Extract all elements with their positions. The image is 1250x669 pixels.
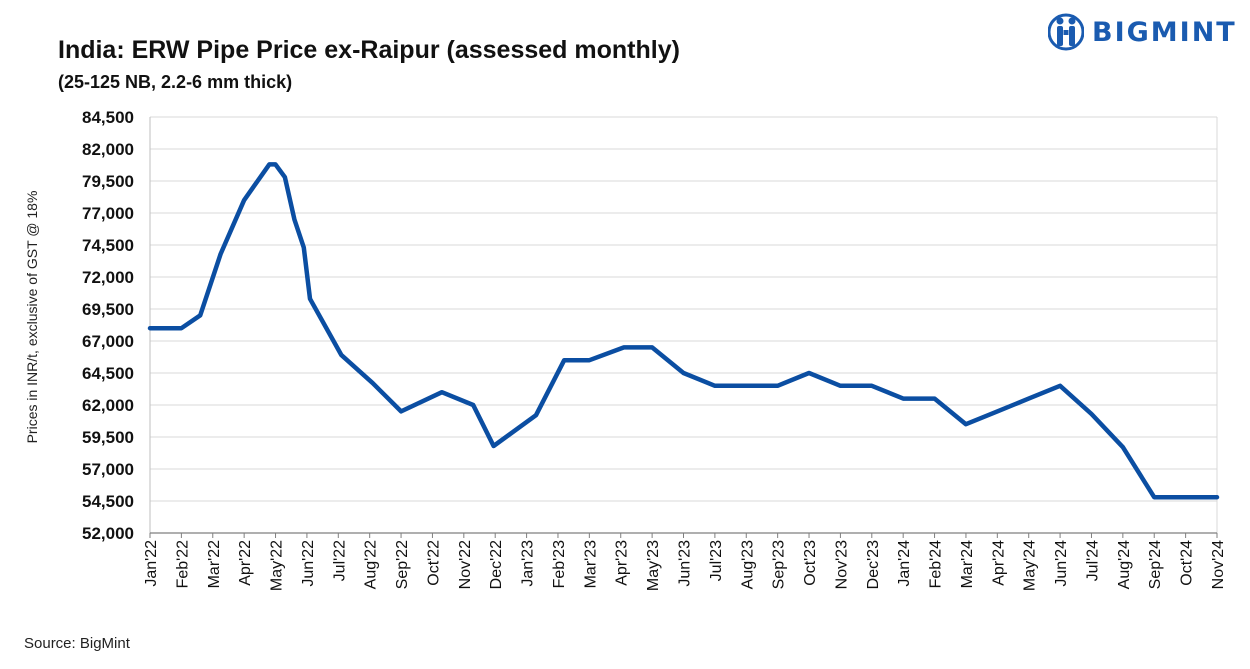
x-tick-label: Dec'22 [488, 540, 505, 589]
y-tick-label: 84,500 [82, 108, 134, 127]
x-tick-label: Jan'24 [896, 540, 913, 587]
x-tick-label: Aug'22 [363, 540, 380, 589]
x-tick-label: Oct'22 [425, 540, 442, 586]
x-tick-label: Apr'22 [237, 540, 254, 586]
chart-title: India: ERW Pipe Price ex-Raipur (assesse… [58, 36, 680, 64]
y-tick-label: 72,000 [82, 268, 134, 287]
x-tick-label: Sep'22 [394, 540, 411, 589]
x-tick-label: Nov'22 [457, 540, 474, 589]
y-tick-label: 59,500 [82, 428, 134, 447]
x-tick-label: Oct'23 [802, 540, 819, 586]
series [147, 162, 1220, 500]
x-tick-label: May'23 [645, 540, 662, 591]
x-tick-label: Mar'23 [582, 540, 599, 589]
y-tick-label: 64,500 [82, 364, 134, 383]
x-tick-label: Jun'24 [1053, 540, 1070, 587]
y-tick-label: 54,500 [82, 492, 134, 511]
x-tick-label: Apr'24 [990, 540, 1007, 586]
x-tick-label: May'24 [1022, 540, 1039, 591]
x-tick-label: Sep'23 [771, 540, 788, 589]
x-tick-label: Jul'24 [1084, 540, 1101, 581]
y-tick-label: 62,000 [82, 396, 134, 415]
y-tick-label: 74,500 [82, 236, 134, 255]
x-tick-label: Jul'23 [708, 540, 725, 581]
x-tick-label: Apr'23 [614, 540, 631, 586]
y-tick-label: 67,000 [82, 332, 134, 351]
x-tick-label: Mar'24 [959, 540, 976, 589]
x-tick-label: Aug'24 [1116, 540, 1133, 589]
bigmint-logo-icon [1048, 13, 1084, 51]
y-tick-label: 82,000 [82, 140, 134, 159]
x-tick-labels: Jan'22 Feb'22 Mar'22 Apr'22 May'22 Jun'22 Jul'… [143, 540, 1227, 591]
x-tick-label: Jan'23 [520, 540, 537, 587]
x-tick-label: Feb'24 [928, 540, 945, 589]
y-tick-label: 69,500 [82, 300, 134, 319]
x-tick-label: Jun'23 [677, 540, 694, 587]
x-tick-label: Jul'22 [331, 540, 348, 581]
y-tick-label: 57,000 [82, 460, 134, 479]
y-tick-label: 79,500 [82, 172, 134, 191]
chart-subtitle: (25-125 NB, 2.2-6 mm thick) [58, 72, 293, 92]
x-tick-label: Dec'23 [865, 540, 882, 589]
source-note: Source: BigMint [24, 635, 130, 652]
y-tick-labels: 52,000 54,500 57,000 59,500 62,000 64,500 67,0… [82, 108, 134, 543]
x-tick-label: Jun'22 [300, 540, 317, 587]
x-tick-label: Feb'23 [551, 540, 568, 589]
grid-lines [150, 116, 1217, 534]
x-tick-label: Oct'24 [1179, 540, 1196, 586]
x-tick-label: May'22 [269, 540, 286, 591]
x-tick-label: Aug'23 [739, 540, 756, 589]
brand-name: BIGMINT [1092, 16, 1237, 48]
brand-logo: BIGMINT [1048, 10, 1237, 54]
series-line [147, 162, 1220, 500]
x-tick-label: Nov'23 [833, 540, 850, 589]
axes [149, 117, 1218, 538]
x-tick-label: Mar'22 [206, 540, 223, 589]
x-tick-label: Jan'22 [143, 540, 160, 587]
x-tick-label: Sep'24 [1147, 540, 1164, 589]
x-tick-label: Feb'22 [174, 540, 191, 589]
x-tick-label: Nov'24 [1210, 540, 1227, 589]
y-tick-label: 52,000 [82, 524, 134, 543]
y-tick-label: 77,000 [82, 204, 134, 223]
